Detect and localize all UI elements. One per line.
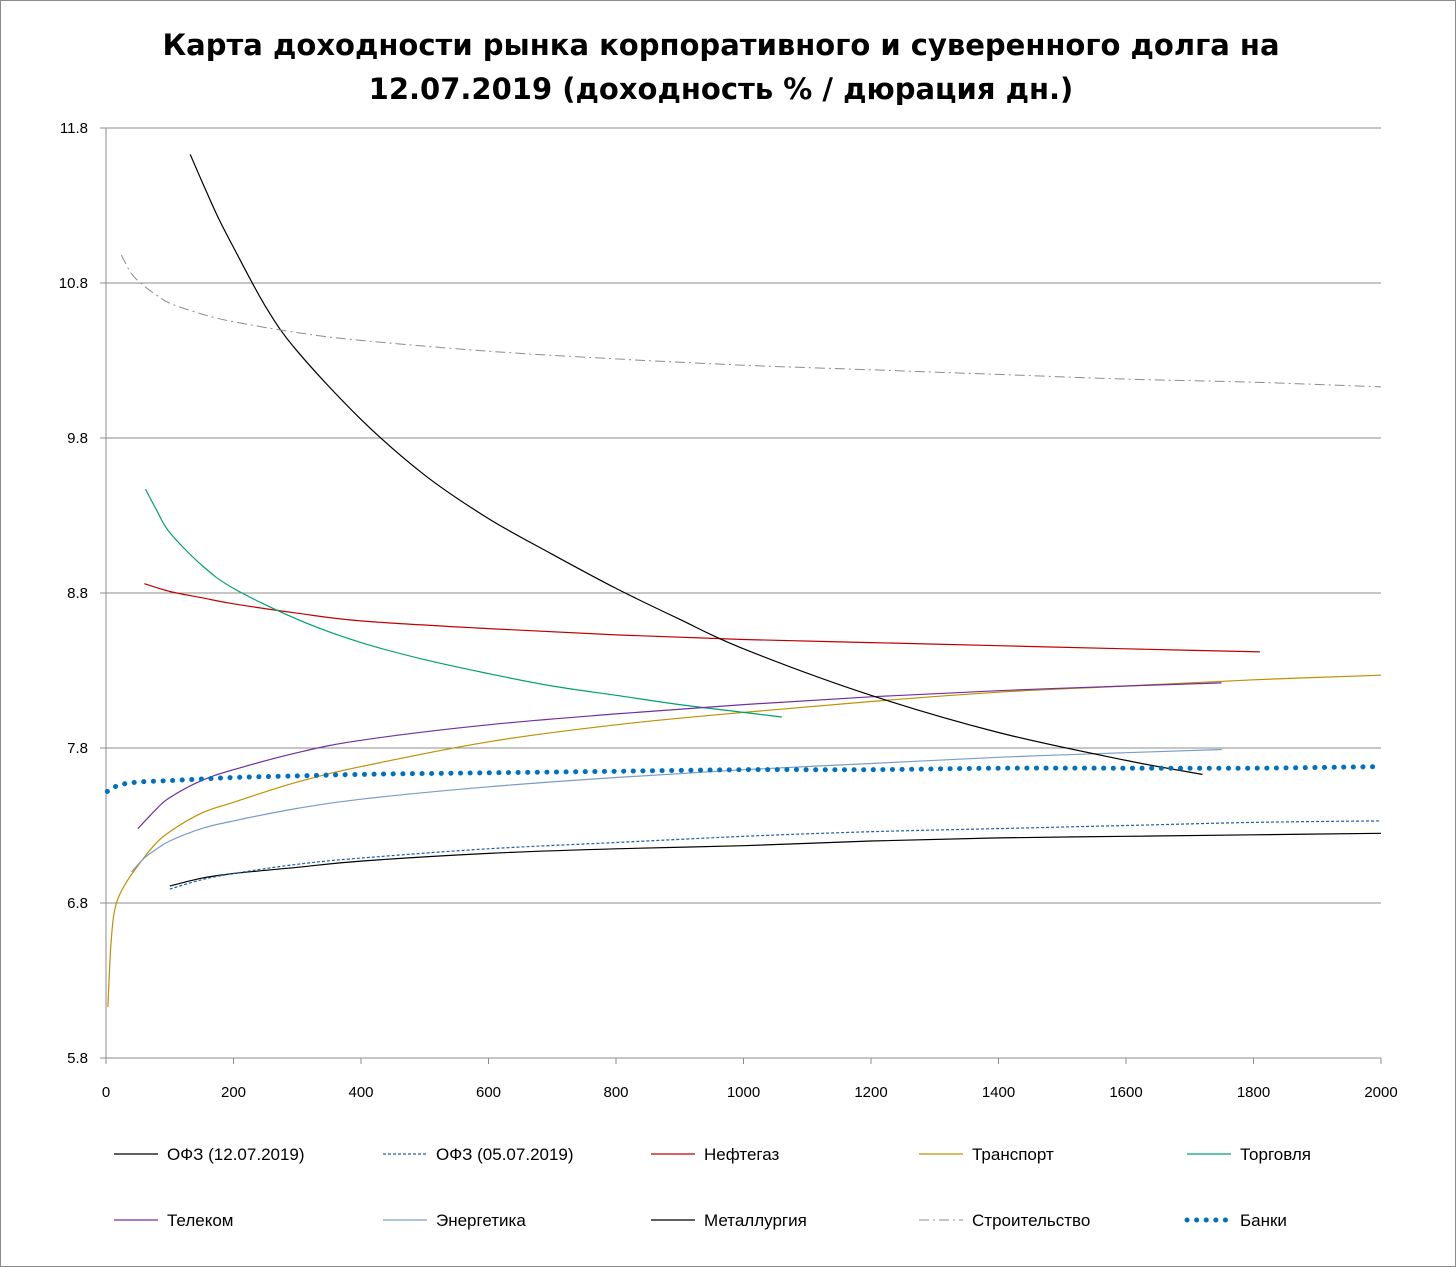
series-line-офз-05-07-2019-1 <box>169 820 1382 890</box>
x-tick-label: 200 <box>221 1084 246 1101</box>
legend-label-торговля-4: Торговля <box>1240 1145 1311 1164</box>
x-tick-label: 400 <box>348 1084 373 1101</box>
series-line-металлургия-7 <box>189 154 1203 775</box>
series-line-энергетика-6 <box>131 748 1222 873</box>
y-tick-label: 6.8 <box>67 895 88 912</box>
y-tick-label: 5.8 <box>67 1050 88 1067</box>
x-tick-label: 600 <box>476 1084 501 1101</box>
x-tick-label: 0 <box>102 1084 110 1101</box>
x-tick-label: 800 <box>603 1084 628 1101</box>
x-tick-label: 1600 <box>1109 1084 1142 1101</box>
legend-label-офз-05-07-2019-1: ОФЗ (05.07.2019) <box>436 1145 574 1164</box>
legend-label-металлургия-7: Металлургия <box>704 1211 807 1230</box>
legend-label-энергетика-6: Энергетика <box>436 1211 526 1230</box>
y-tick-label: 10.8 <box>59 275 88 292</box>
x-tick-label: 2000 <box>1364 1084 1397 1101</box>
x-tick-label: 1000 <box>727 1084 760 1101</box>
series-line-банки-9 <box>104 764 1384 794</box>
series-line-торговля-4 <box>144 488 782 718</box>
legend-label-банки-9: Банки <box>1240 1211 1287 1230</box>
x-tick-label: 1400 <box>982 1084 1015 1101</box>
legend-label-офз-12-07-2019-0: ОФЗ (12.07.2019) <box>167 1145 305 1164</box>
y-tick-label: 11.8 <box>60 120 88 137</box>
series-line-нефтегаз-2 <box>144 583 1260 653</box>
legend-label-нефтегаз-2: Нефтегаз <box>704 1145 779 1164</box>
x-tick-label: 1200 <box>854 1084 887 1101</box>
chart-title: Карта доходности рынка корпоративного и … <box>162 28 1280 106</box>
legend-label-строительство-8: Строительство <box>972 1211 1090 1230</box>
y-tick-label: 8.8 <box>67 585 88 602</box>
series-layer <box>104 154 1384 1007</box>
gridlines <box>106 127 1381 904</box>
series-line-строительство-8 <box>120 254 1382 388</box>
series-line-телеком-5 <box>137 682 1222 830</box>
legend-label-транспорт-3: Транспорт <box>972 1145 1054 1164</box>
series-line-офз-12-07-2019-0 <box>169 832 1382 887</box>
series-line-транспорт-3 <box>107 674 1382 1007</box>
legend: ОФЗ (12.07.2019) ОФЗ (05.07.2019) Нефтегаз… <box>114 1145 1311 1230</box>
axes: 5.8 6.8 7.8 8.8 9.8 10.8 11.8 0 200 400 600 800 1000… <box>59 120 1398 1101</box>
legend-label-телеком-5: Телеком <box>167 1211 233 1230</box>
y-tick-label: 9.8 <box>67 430 88 447</box>
x-tick-label: 1800 <box>1237 1084 1270 1101</box>
y-tick-label: 7.8 <box>67 740 88 757</box>
